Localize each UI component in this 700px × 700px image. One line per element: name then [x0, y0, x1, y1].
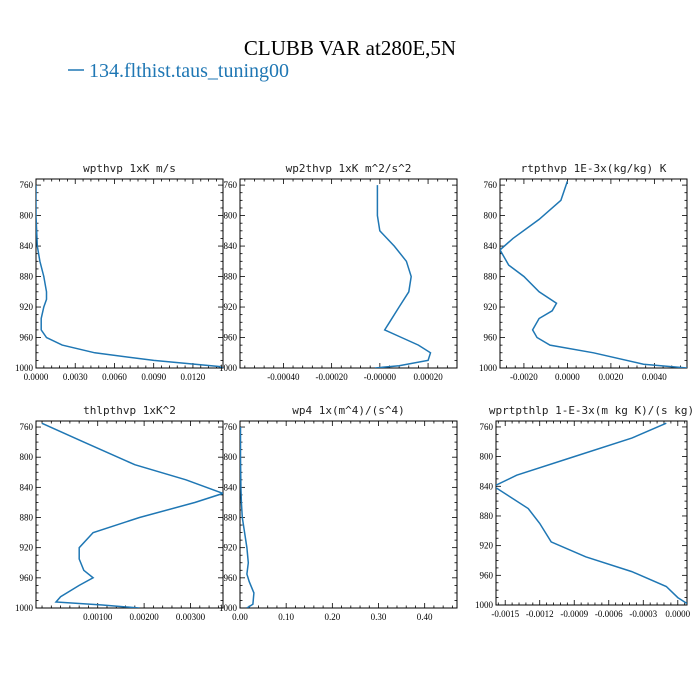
y-tick-label: 960 [484, 333, 498, 343]
y-tick-label: 760 [20, 180, 34, 190]
plot-frame [495, 420, 688, 606]
y-tick-label: 880 [224, 272, 238, 282]
panel-title: rtpthvp 1E-3x(kg/kg) K [521, 162, 667, 175]
y-tick-label: 760 [20, 422, 34, 432]
x-tick-label: 0.20 [324, 612, 340, 622]
x-tick-label: 0.0020 [599, 372, 624, 382]
x-tick-label: 0.0000 [24, 372, 49, 382]
y-tick-label: 1000 [15, 363, 34, 373]
x-tick-label: 0.00020 [413, 372, 443, 382]
series-line [496, 422, 687, 605]
x-tick-label: 0.00200 [129, 612, 159, 622]
y-tick-label: 800 [484, 211, 498, 221]
panel-4: thlpthvp 1xK^2 760 800 840 880 920 960 1000 0.00… [15, 404, 224, 622]
x-tick-label: 0.0120 [181, 372, 206, 382]
panel-title: wpthvp 1xK m/s [83, 162, 176, 175]
x-tick-label: 0.10 [278, 612, 294, 622]
y-tick-label: 800 [20, 211, 34, 221]
y-tick-label: 920 [224, 543, 238, 553]
y-tick-label: 880 [484, 272, 498, 282]
y-tick-label: 920 [224, 302, 238, 312]
x-tick-label: 0.00300 [176, 612, 206, 622]
y-tick-label: 800 [480, 452, 494, 462]
x-tick-label: -0.0015 [491, 609, 519, 619]
y-tick-label: 760 [480, 422, 494, 432]
y-tick-label: 840 [20, 241, 34, 251]
figure-title: CLUBB VAR at280E,5N [244, 36, 456, 60]
y-tick-label: 800 [20, 452, 34, 462]
y-tick-label: 960 [480, 570, 494, 580]
panel-1: wpthvp 1xK m/s76080084088092096010000.00… [15, 162, 224, 382]
y-tick-label: 840 [224, 241, 238, 251]
x-tick-label: -0.00020 [315, 372, 348, 382]
x-tick-label: 0.40 [417, 612, 433, 622]
panels: wpthvp 1xK m/s76080084088092096010000.00… [15, 162, 694, 622]
y-tick-label: 1000 [475, 600, 494, 610]
x-tick-label: -0.0009 [560, 609, 588, 619]
y-tick-label: 800 [224, 211, 238, 221]
y-tick-label: 840 [484, 241, 498, 251]
x-tick-label: -0.0020 [510, 372, 538, 382]
x-tick-label: 0.0000 [665, 609, 690, 619]
y-tick-label: 920 [20, 302, 34, 312]
y-tick-label: 760 [224, 422, 238, 432]
x-tick-label: -0.0012 [526, 609, 554, 619]
panel-title: thlpthvp 1xK^2 [83, 404, 176, 417]
y-tick-label: 920 [484, 302, 498, 312]
series-line [41, 422, 223, 608]
y-tick-label: 920 [480, 541, 494, 551]
series-line [240, 427, 255, 608]
x-tick-label: -0.00040 [267, 372, 300, 382]
x-tick-label: 0.0000 [555, 372, 580, 382]
y-tick-label: 840 [20, 482, 34, 492]
plot-frame [239, 420, 458, 609]
panel-title: wprtpthlp 1-E-3x(m kg K)/(s kg) [489, 404, 694, 417]
y-tick-label: 1000 [219, 603, 238, 613]
series-line [374, 185, 432, 368]
y-tick-label: 1000 [15, 603, 34, 613]
y-tick-label: 960 [20, 333, 34, 343]
y-tick-label: 880 [480, 511, 494, 521]
y-tick-label: 880 [20, 272, 34, 282]
y-tick-label: 800 [224, 452, 238, 462]
x-tick-label: 0.0030 [63, 372, 88, 382]
panel-2: wp2thvp 1xK m^2/s^2 760 800 840 880 920 960 100… [219, 162, 458, 382]
legend: 134.flthist.taus_tuning00 [68, 60, 289, 82]
y-tick-label: 1000 [219, 363, 238, 373]
plot-frame [499, 178, 688, 369]
legend-label: 134.flthist.taus_tuning00 [89, 60, 289, 82]
series-line [36, 185, 223, 368]
x-tick-label: 0.0090 [141, 372, 166, 382]
y-tick-label: 1000 [479, 363, 498, 373]
plot-frame [35, 420, 224, 609]
y-tick-label: 880 [224, 513, 238, 523]
y-tick-label: 920 [20, 543, 34, 553]
y-tick-label: 960 [224, 333, 238, 343]
x-tick-label: 0.30 [371, 612, 387, 622]
y-tick-label: 960 [224, 573, 238, 583]
y-tick-label: 760 [224, 180, 238, 190]
y-tick-label: 840 [224, 482, 238, 492]
x-tick-label: -0.00000 [364, 372, 397, 382]
x-tick-label: 0.00 [232, 612, 248, 622]
y-tick-label: 760 [484, 180, 498, 190]
panel-3: rtpthvp 1E-3x(kg/kg) K 760 800 840 880 920 960… [479, 162, 688, 382]
x-tick-label: -0.0003 [629, 609, 657, 619]
panel-title: wp2thvp 1xK m^2/s^2 [286, 162, 412, 175]
x-tick-label: -0.0006 [595, 609, 623, 619]
series-line [500, 181, 687, 368]
y-tick-label: 960 [20, 573, 34, 583]
y-tick-label: 840 [480, 481, 494, 491]
x-tick-label: 0.0060 [102, 372, 127, 382]
x-tick-label: 0.0040 [642, 372, 667, 382]
y-tick-label: 880 [20, 513, 34, 523]
panel-5: wp4 1x(m^4)/(s^4)76080084088092096010000… [219, 404, 458, 622]
panel-title: wp4 1x(m^4)/(s^4) [292, 404, 405, 417]
x-tick-label: 0.00100 [83, 612, 113, 622]
plot-frame [35, 178, 224, 369]
panel-6: wprtpthlp 1-E-3x(m kg K)/(s kg) 760 800 840… [475, 404, 694, 619]
plot-frame [239, 178, 458, 369]
